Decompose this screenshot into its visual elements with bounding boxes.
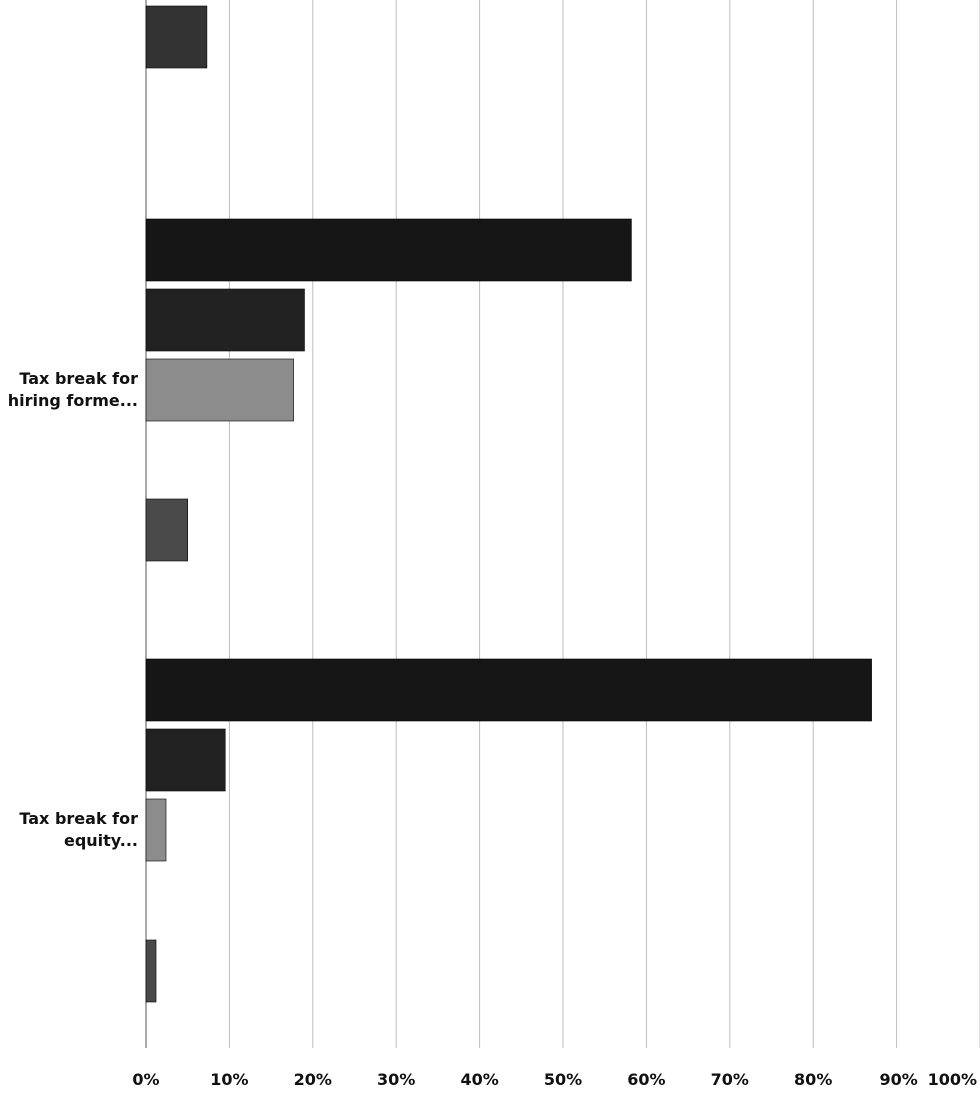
x-tick-label: 100%	[928, 1070, 977, 1089]
category-label: Tax break for	[19, 809, 138, 828]
gridlines	[145, 0, 980, 1048]
bar	[145, 498, 189, 562]
x-tick-label: 60%	[627, 1070, 665, 1089]
x-tick-label: 50%	[544, 1070, 582, 1089]
bar	[145, 358, 294, 422]
bar	[145, 939, 157, 1003]
bar	[145, 728, 226, 792]
bar	[145, 5, 208, 69]
bars	[145, 5, 872, 1003]
x-tick-label: 30%	[377, 1070, 415, 1089]
bar	[145, 218, 632, 282]
x-tick-label: 70%	[711, 1070, 749, 1089]
bar	[145, 798, 167, 862]
category-label: hiring forme...	[8, 391, 138, 410]
x-tick-label: 90%	[879, 1070, 917, 1089]
category-labels: Tax break for hiring forme... Tax break fo…	[8, 369, 138, 850]
x-axis-ticks: 0% 10% 20% 30% 40% 50% 60% 70% 80% 90% 100%	[132, 1070, 977, 1089]
bar	[145, 658, 872, 722]
x-tick-label: 0%	[132, 1070, 159, 1089]
x-tick-label: 10%	[210, 1070, 248, 1089]
x-tick-label: 40%	[460, 1070, 498, 1089]
bar	[145, 288, 305, 352]
category-label: equity...	[64, 831, 138, 850]
x-tick-label: 80%	[794, 1070, 832, 1089]
category-label: Tax break for	[19, 369, 138, 388]
x-tick-label: 20%	[294, 1070, 332, 1089]
